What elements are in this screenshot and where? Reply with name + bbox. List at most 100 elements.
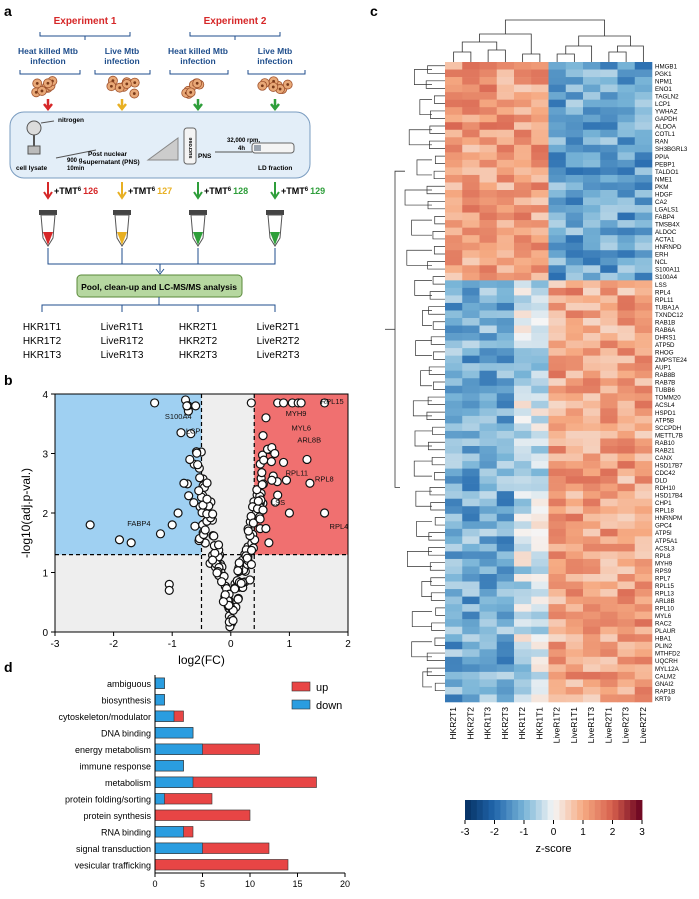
heatmap-cell xyxy=(514,528,532,537)
heatmap-cell xyxy=(496,596,515,605)
nucleus-icon xyxy=(271,85,275,89)
heatmap-cell xyxy=(514,205,532,213)
gene-label: COTL1 xyxy=(655,131,676,138)
heatmap-cell xyxy=(600,62,618,70)
heatmap-cell xyxy=(479,581,498,590)
heatmap-cell xyxy=(496,649,515,658)
dendrogram-branch xyxy=(416,520,432,537)
heatmap-cell xyxy=(462,152,480,161)
heatmap-cell xyxy=(600,107,618,116)
heatmap-cell xyxy=(583,220,601,228)
heatmap-cell xyxy=(548,363,567,372)
gene-label: AUP1 xyxy=(655,365,672,372)
heatmap-cell xyxy=(565,242,584,251)
heatmap-cell xyxy=(531,310,549,319)
heatmap-cell xyxy=(531,190,549,198)
heatmap-cell xyxy=(548,385,567,394)
heatmap-cell xyxy=(462,558,480,567)
heatmap-cell xyxy=(462,656,480,665)
heatmap-cell xyxy=(583,415,601,424)
heatmap-cell xyxy=(617,77,636,85)
data-point xyxy=(233,566,243,576)
heatmap-cell xyxy=(565,227,584,236)
heatmap-cell xyxy=(617,385,636,394)
heatmap-cell xyxy=(565,370,584,379)
heatmap-cell xyxy=(496,197,515,206)
dendrogram-branch xyxy=(435,607,445,616)
gene-label: CALM2 xyxy=(655,673,676,680)
heatmap-cell xyxy=(600,190,618,198)
dendrogram-branch xyxy=(416,159,432,176)
heatmap-cell xyxy=(617,438,636,447)
heatmap-cell xyxy=(531,476,549,484)
heatmap-cell xyxy=(583,212,601,221)
heatmap-cell xyxy=(617,536,636,545)
heatmap-cell xyxy=(600,250,618,259)
heatmap-cell xyxy=(496,574,515,582)
heatmap-cell xyxy=(548,626,567,635)
heatmap-cell xyxy=(479,257,498,266)
heatmap-cell xyxy=(496,182,515,191)
sample-LiveR1T2: LiveR1T2 xyxy=(101,336,144,347)
heatmap-cell xyxy=(634,235,653,244)
heatmap-cell xyxy=(445,190,463,198)
heatmap-cell xyxy=(445,107,463,116)
gene-label: LSS xyxy=(655,282,667,289)
tube-sample xyxy=(193,232,203,245)
heatmap-cell xyxy=(496,220,515,228)
heatmap-cell xyxy=(531,393,549,402)
heatmap-cell xyxy=(496,581,515,590)
nucleus-icon xyxy=(109,84,113,88)
group2-title-line2: infection xyxy=(104,56,139,66)
heatmap-cell xyxy=(462,295,480,304)
heatmap-cell xyxy=(514,558,532,567)
heatmap-cell xyxy=(600,182,618,191)
tmt-prefix: +TMT xyxy=(54,186,78,196)
heatmap-cell xyxy=(514,152,532,161)
data-point xyxy=(264,538,274,548)
heatmap-cell xyxy=(514,446,532,454)
gene-label: HNRNPM xyxy=(655,515,682,522)
data-point xyxy=(186,429,196,439)
heatmap-cell xyxy=(600,280,618,289)
heatmap-cell xyxy=(479,197,498,206)
heatmap-cell xyxy=(445,250,463,259)
heatmap-cell xyxy=(531,122,549,131)
heatmap-cell xyxy=(565,634,584,643)
experiment1-title: Experiment 1 xyxy=(54,16,117,27)
colorbar-swatch xyxy=(630,800,637,820)
heatmap-cell xyxy=(479,242,498,251)
colorbar-swatch xyxy=(524,800,531,820)
heatmap-cell xyxy=(565,114,584,123)
heatmap-cell xyxy=(445,483,463,492)
heatmap-cell xyxy=(548,265,567,274)
heatmap-cell xyxy=(617,694,636,703)
heatmap-cell xyxy=(514,378,532,387)
heatmap-cell xyxy=(462,604,480,612)
heatmap-cell xyxy=(479,152,498,161)
heatmap-cell xyxy=(634,438,653,447)
x-tick-label: 2 xyxy=(345,639,351,650)
heatmap-cell xyxy=(496,521,515,530)
heatmap-cell xyxy=(548,393,567,402)
heatmap-cell xyxy=(600,679,618,688)
heatmap-cell xyxy=(617,626,636,635)
heatmap-cell xyxy=(565,318,584,326)
dendrogram-branch xyxy=(434,637,445,646)
heatmap-cell xyxy=(531,649,549,658)
heatmap-cell xyxy=(565,408,584,417)
heatmap-cell xyxy=(531,197,549,206)
heatmap-cell xyxy=(479,287,498,296)
group2-title-line1: Live Mtb xyxy=(105,46,139,56)
heatmap-cell xyxy=(617,393,636,402)
heatmap-cell xyxy=(634,513,653,522)
heatmap-cell xyxy=(445,543,463,552)
heatmap-cell xyxy=(565,385,584,394)
heatmap-cell xyxy=(514,280,532,289)
heatmap-cell xyxy=(634,671,653,680)
heatmap-cell xyxy=(445,159,463,168)
heatmap-cell xyxy=(583,144,601,153)
heatmap-cell xyxy=(514,265,532,274)
heatmap-cell xyxy=(462,84,480,93)
gene-label: S100A11 xyxy=(655,267,681,274)
